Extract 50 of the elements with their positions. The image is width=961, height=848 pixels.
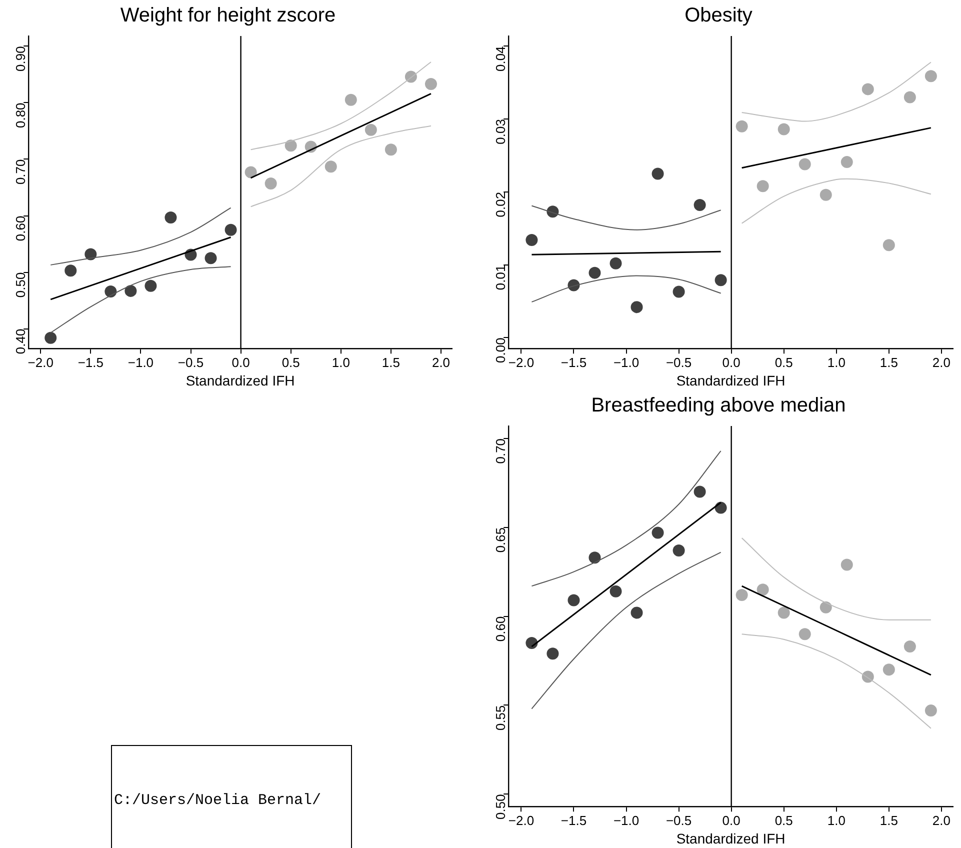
x-tick-label: −0.5 (666, 812, 692, 828)
y-tick-label: 0.40 (13, 328, 28, 354)
x-tick-label: −2.0 (28, 354, 54, 370)
x-axis-title: Standardized IFH (186, 372, 295, 388)
x-tick-label: 0.5 (774, 354, 793, 370)
y-tick-label: 0.60 (493, 616, 508, 642)
x-axis-title: Standardized IFH (676, 372, 786, 388)
x-tick-label: −1.5 (560, 812, 587, 828)
x-tick-label: −2.0 (508, 354, 534, 370)
x-tick-label: −1.0 (128, 354, 154, 370)
x-tick-label: 0.5 (774, 812, 793, 828)
y-tick-label: 0.65 (493, 527, 508, 553)
y-tick-label: 0.50 (493, 794, 508, 820)
x-tick-label: 1.5 (880, 812, 898, 828)
y-tick-label: 0.50 (13, 272, 28, 298)
x-tick-label: 0.5 (282, 354, 300, 370)
y-tick-label: 0.80 (13, 102, 28, 128)
x-tick-label: 2.0 (432, 354, 450, 370)
y-tick-label: 0.04 (493, 46, 508, 72)
x-tick-label: −0.5 (178, 354, 204, 370)
x-tick-label: 1.5 (880, 354, 898, 370)
x-tick-label: −1.0 (613, 812, 640, 828)
x-tick-label: 2.0 (932, 812, 950, 828)
y-tick-label: 0.00 (493, 338, 508, 363)
y-tick-label: 0.60 (13, 216, 28, 242)
x-tick-label: −1.0 (613, 354, 640, 370)
y-tick-label: 0.90 (13, 46, 28, 72)
y-tick-label: 0.70 (13, 159, 28, 185)
y-tick-label: 0.03 (493, 119, 508, 144)
x-tick-label: 0.0 (722, 354, 740, 370)
x-tick-label: 1.0 (332, 354, 350, 370)
x-tick-label: −0.5 (666, 354, 692, 370)
x-tick-label: 1.0 (827, 354, 846, 370)
chart-title: Breastfeeding above median (591, 394, 846, 417)
y-tick-label: 0.70 (493, 438, 508, 464)
x-tick-label: 0.0 (232, 354, 250, 370)
x-tick-label: 2.0 (932, 354, 950, 370)
x-axis-title: Standardized IFH (676, 830, 786, 846)
text: C:/Users/Noelia Bernal/ (114, 792, 322, 808)
chart-title: Weight for height zscore (120, 4, 336, 27)
x-tick-label: −2.0 (508, 812, 534, 828)
x-tick-label: 0.0 (722, 812, 740, 828)
chart-title: Obesity (684, 4, 752, 27)
x-tick-label: 1.0 (827, 812, 846, 828)
y-tick-label: 0.01 (493, 264, 508, 290)
x-tick-label: −1.5 (78, 354, 104, 370)
x-tick-label: 1.5 (382, 354, 400, 370)
x-tick-label: −1.5 (560, 354, 587, 370)
y-tick-label: 0.02 (493, 192, 508, 218)
y-tick-label: 0.55 (493, 705, 508, 731)
